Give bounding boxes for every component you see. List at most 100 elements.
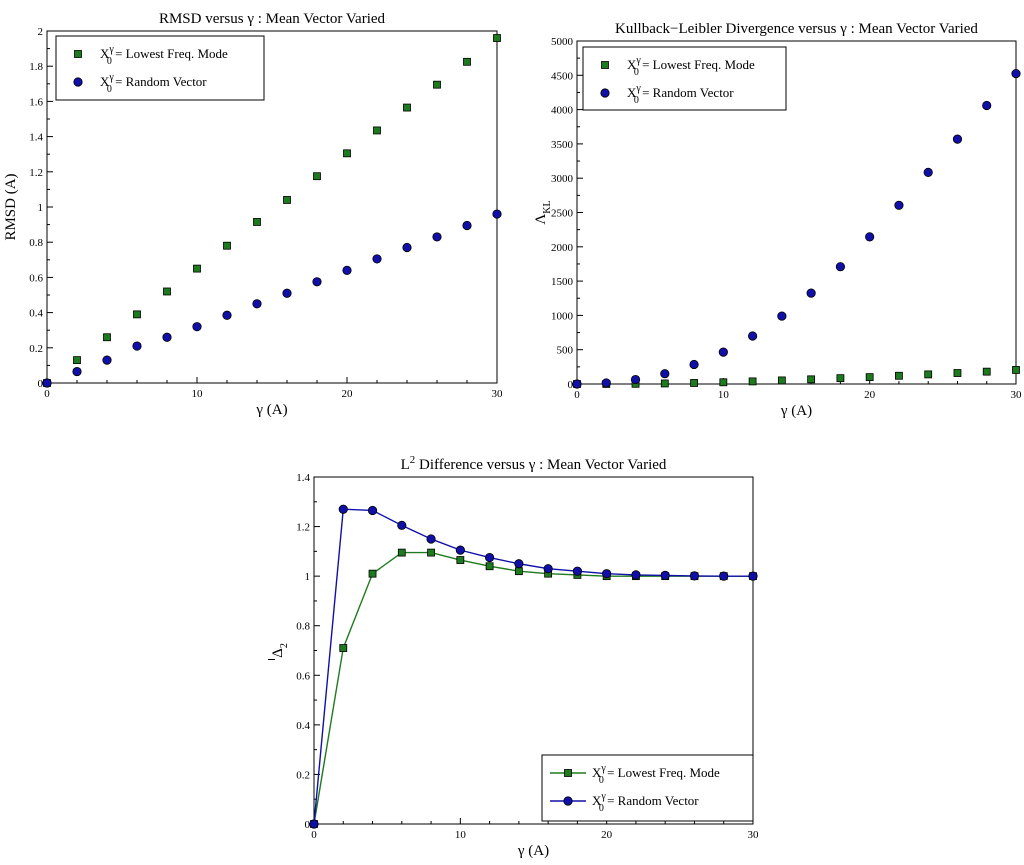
data-point — [283, 196, 291, 204]
legend-marker — [600, 88, 610, 98]
data-point — [402, 242, 412, 253]
y-tick-label: 0.2 — [296, 769, 310, 781]
y-tick-label: 1.2 — [296, 522, 310, 534]
data-point — [455, 545, 465, 555]
data-point — [367, 505, 378, 516]
data-point — [718, 347, 728, 357]
data-point — [222, 310, 232, 320]
x-tick-label: 10 — [455, 829, 467, 841]
y-tick-label: 3500 — [551, 139, 574, 151]
data-point — [865, 373, 874, 382]
data-point — [952, 134, 963, 144]
legend-label: Xγ 0 = Random Vector — [627, 83, 734, 106]
data-point — [1011, 68, 1021, 79]
x-tick-label: 0 — [311, 829, 317, 841]
legend-box — [55, 35, 265, 101]
data-point — [456, 556, 465, 564]
x-axis-label: γ (A) — [255, 402, 287, 418]
data-point — [660, 379, 669, 388]
y-axis-label: Δ2 — [270, 643, 290, 658]
series-1 — [42, 209, 502, 388]
legend-label: Xγ 0 = Lowest Freq. Mode — [627, 55, 755, 78]
data-point — [924, 370, 933, 379]
chart-l2: L2 Difference versus γ : Mean Vector Var… — [268, 454, 759, 859]
data-point — [223, 241, 231, 250]
data-point — [73, 356, 81, 365]
data-point — [403, 103, 411, 112]
data-point — [807, 375, 816, 384]
legend-marker — [601, 61, 609, 69]
legend-marker — [73, 77, 83, 87]
series-line — [313, 508, 753, 825]
data-point — [162, 332, 172, 342]
legend-box — [582, 46, 787, 111]
data-point — [372, 254, 382, 264]
data-point — [463, 57, 471, 66]
legend-label: Xγ 0 = Random Vector — [100, 72, 207, 95]
y-tick-label: 0.4 — [296, 720, 310, 732]
data-point — [514, 559, 524, 569]
y-tick-label: 0.4 — [29, 308, 43, 320]
data-point — [102, 355, 112, 365]
y-tick-label: 1.4 — [29, 132, 43, 144]
data-point — [485, 562, 494, 571]
data-point — [432, 232, 442, 242]
data-point — [836, 374, 845, 383]
data-point — [894, 200, 904, 210]
data-point — [660, 570, 670, 580]
y-tick-label: 0 — [38, 378, 44, 390]
data-point — [806, 288, 816, 298]
data-point — [368, 569, 377, 578]
data-point — [719, 571, 729, 581]
data-point — [373, 126, 381, 135]
series-1 — [572, 68, 1021, 389]
data-point — [309, 819, 319, 829]
data-point — [719, 378, 728, 387]
y-tick-label: 0 — [305, 819, 311, 831]
data-point — [133, 310, 141, 319]
legend: Xγ 0 = Lowest Freq. Mode Xγ 0 = Random Vect… — [541, 754, 754, 822]
x-tick-label: 20 — [601, 829, 613, 841]
legend-marker — [563, 796, 573, 806]
legend-marker — [564, 769, 572, 777]
y-tick-label: 1.8 — [29, 61, 43, 73]
data-point — [339, 644, 348, 652]
data-point — [313, 172, 321, 181]
y-tick-label: 0.8 — [296, 621, 310, 633]
y-tick-label: 1 — [38, 202, 44, 214]
data-point — [427, 548, 435, 557]
y-tick-label: 0.6 — [296, 670, 310, 682]
y-tick-label: 0.2 — [29, 343, 43, 355]
x-tick-label: 30 — [492, 388, 504, 400]
data-point — [338, 504, 348, 514]
chart-kl: Kullback−Leibler Divergence versus γ : M… — [533, 21, 1022, 419]
data-point — [689, 359, 699, 370]
y-tick-label: 0 — [568, 379, 574, 391]
data-point — [192, 322, 202, 332]
data-point — [689, 571, 700, 581]
x-tick-label: 10 — [192, 388, 204, 400]
data-point — [252, 299, 262, 309]
y-axis-label: RMSD (A) — [3, 173, 19, 240]
data-point — [982, 100, 992, 111]
data-point — [865, 232, 875, 242]
legend-box — [541, 754, 754, 822]
y-tick-label: 4500 — [551, 70, 574, 82]
y-tick-label: 3000 — [551, 173, 574, 185]
data-point — [484, 552, 495, 563]
data-point — [42, 378, 52, 388]
data-point — [660, 369, 670, 379]
data-point — [343, 149, 351, 158]
legend-marker — [74, 50, 82, 58]
data-point — [462, 220, 472, 231]
y-tick-label: 5000 — [551, 36, 574, 48]
chart-title: L2 Difference versus γ : Mean Vector Var… — [401, 454, 667, 473]
y-tick-label: 2 — [38, 26, 44, 38]
data-point — [514, 567, 523, 576]
x-tick-label: 30 — [1011, 389, 1023, 401]
legend-label: Xγ 0 = Lowest Freq. Mode — [592, 763, 720, 786]
data-point — [747, 331, 758, 341]
y-tick-label: 2500 — [551, 208, 574, 220]
